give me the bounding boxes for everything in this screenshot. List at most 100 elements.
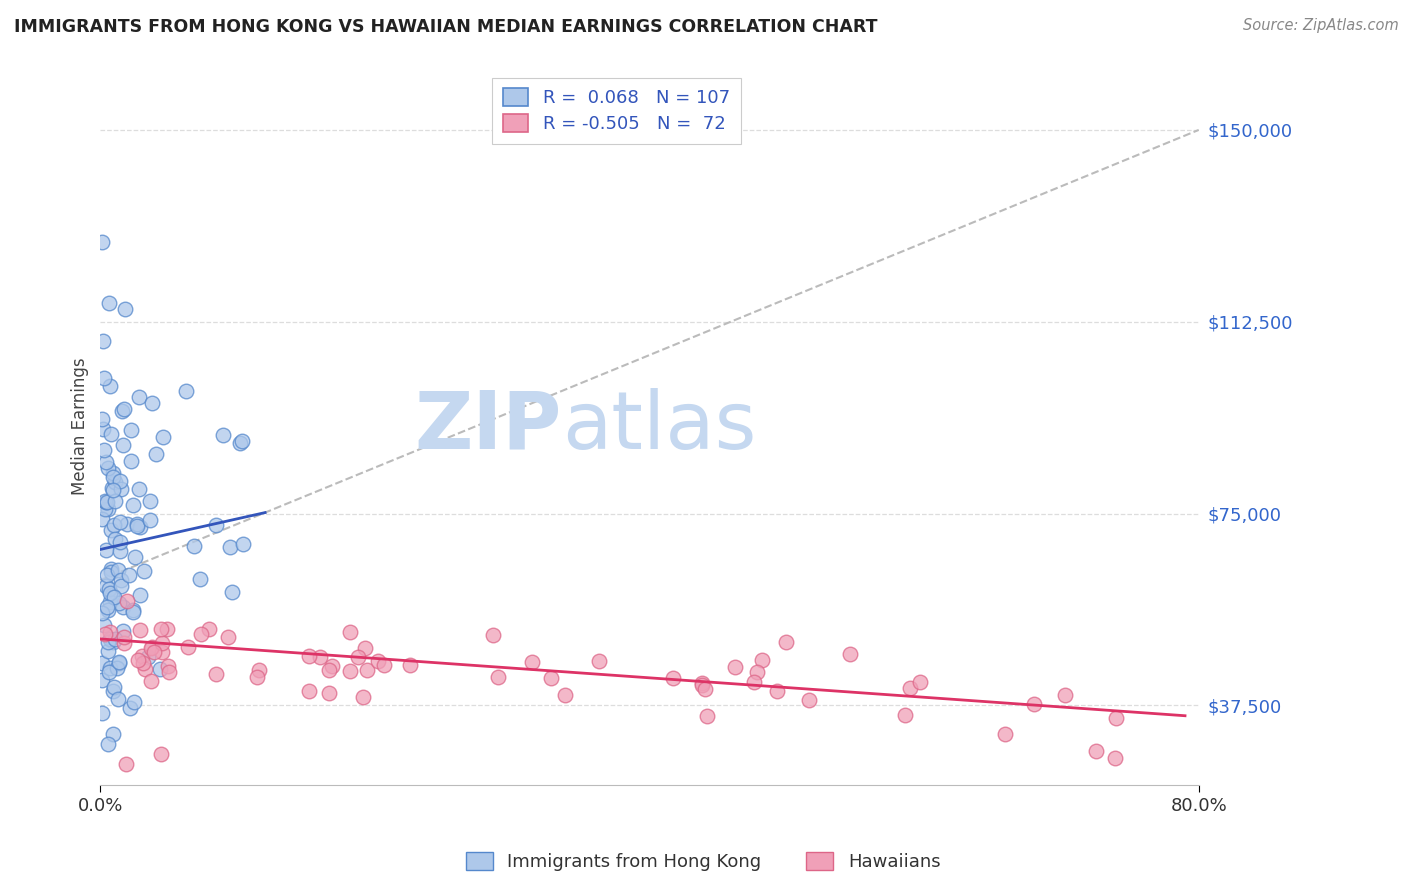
Point [838, 648, 860, 662]
Point [745, 665, 768, 679]
Point [212, 428, 235, 442]
Point [744, 674, 766, 689]
Point [98, 378, 121, 392]
Point [141, 640, 163, 654]
Point [221, 584, 243, 599]
Point [112, 635, 135, 649]
Point [139, 513, 162, 527]
Point [117, 568, 139, 582]
Point [134, 564, 156, 578]
Point [115, 757, 138, 772]
Point [356, 663, 378, 677]
Point [103, 517, 125, 532]
Point [232, 537, 254, 551]
Point [91, 706, 114, 721]
Point [693, 681, 716, 696]
Point [339, 665, 361, 679]
Point [101, 466, 124, 480]
Point [354, 640, 377, 655]
Point [111, 624, 134, 638]
Point [93, 371, 115, 385]
Point [97, 461, 120, 475]
Point [204, 518, 226, 533]
Point [100, 565, 122, 579]
Point [121, 605, 143, 619]
Point [149, 662, 172, 676]
Point [108, 534, 131, 549]
Point [231, 434, 253, 448]
Y-axis label: Median Earnings: Median Earnings [72, 358, 89, 495]
Point [90, 512, 112, 526]
Point [150, 645, 173, 659]
Point [297, 683, 319, 698]
Point [120, 423, 142, 437]
Point [152, 430, 174, 444]
Point [127, 653, 149, 667]
Point [93, 618, 115, 632]
Point [246, 670, 269, 684]
Point [994, 727, 1017, 741]
Point [101, 483, 124, 498]
Text: ZIP: ZIP [415, 388, 561, 466]
Point [96, 495, 118, 509]
Point [136, 649, 159, 664]
Point [98, 594, 121, 608]
Point [131, 648, 153, 663]
Point [131, 656, 153, 670]
Point [103, 590, 125, 604]
Point [110, 574, 132, 588]
Point [125, 516, 148, 531]
Point [318, 663, 340, 677]
Point [108, 515, 131, 529]
Point [696, 709, 718, 723]
Point [799, 692, 821, 706]
Point [122, 695, 145, 709]
Point [894, 707, 917, 722]
Text: IMMIGRANTS FROM HONG KONG VS HAWAIIAN MEDIAN EARNINGS CORRELATION CHART: IMMIGRANTS FROM HONG KONG VS HAWAIIAN ME… [14, 18, 877, 36]
Point [97, 602, 120, 616]
Point [219, 541, 242, 555]
Point [112, 599, 135, 614]
Point [554, 688, 576, 702]
Point [101, 481, 124, 495]
Point [129, 588, 152, 602]
Text: Source: ZipAtlas.com: Source: ZipAtlas.com [1243, 18, 1399, 33]
Point [100, 524, 122, 538]
Point [112, 630, 135, 644]
Point [103, 635, 125, 649]
Point [367, 654, 389, 668]
Point [101, 726, 124, 740]
Point [97, 737, 120, 751]
Point [766, 683, 789, 698]
Point [101, 469, 124, 483]
Point [124, 549, 146, 564]
Point [128, 520, 150, 534]
Point [198, 622, 221, 636]
Point [90, 656, 112, 670]
Point [125, 519, 148, 533]
Point [150, 635, 173, 649]
Point [96, 495, 118, 509]
Point [352, 690, 374, 704]
Point [94, 627, 117, 641]
Point [150, 622, 173, 636]
Point [188, 572, 211, 586]
Point [775, 635, 797, 649]
Point [107, 691, 129, 706]
Legend: Immigrants from Hong Kong, Hawaiians: Immigrants from Hong Kong, Hawaiians [458, 846, 948, 879]
Point [108, 543, 131, 558]
Point [98, 632, 121, 646]
Point [1105, 711, 1128, 725]
Point [110, 404, 132, 418]
Point [108, 656, 131, 670]
Point [339, 625, 361, 640]
Legend: R =  0.068   N = 107, R = -0.505   N =  72: R = 0.068 N = 107, R = -0.505 N = 72 [492, 78, 741, 144]
Point [177, 640, 200, 655]
Point [90, 606, 112, 620]
Point [139, 640, 162, 655]
Point [1084, 744, 1107, 758]
Point [120, 454, 142, 468]
Point [217, 630, 239, 644]
Point [183, 540, 205, 554]
Point [174, 384, 197, 398]
